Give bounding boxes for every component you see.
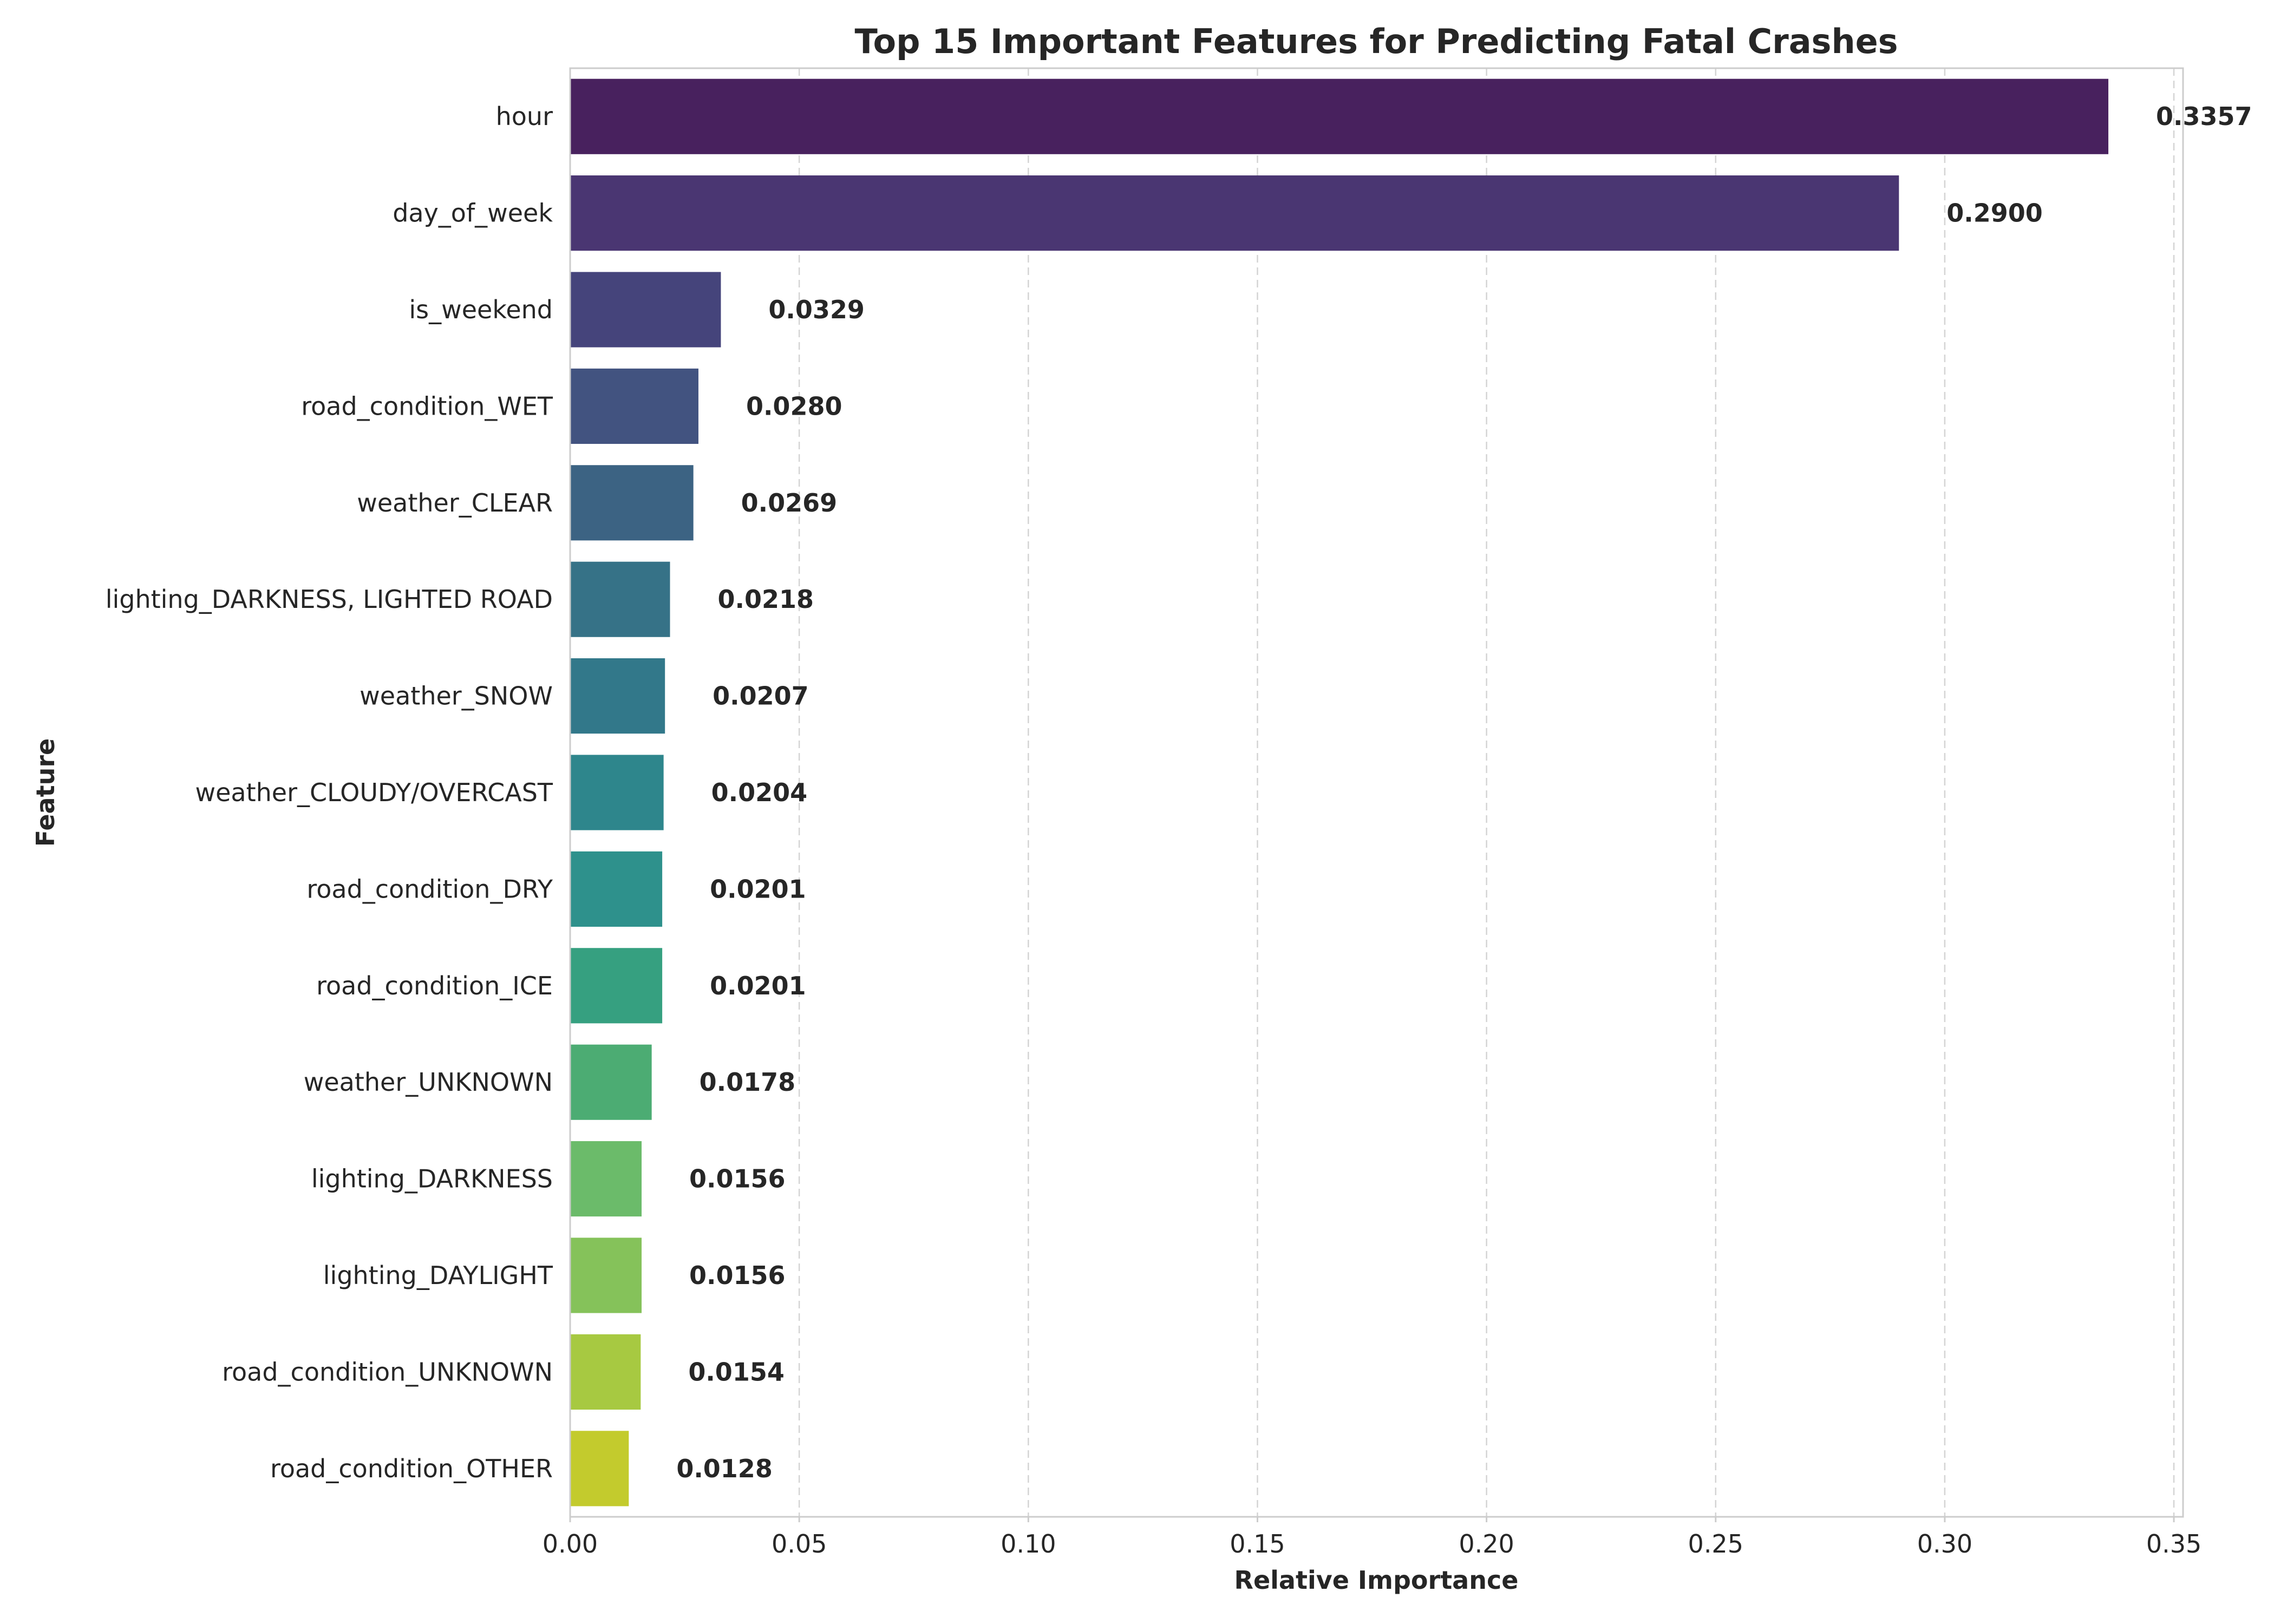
bar bbox=[570, 755, 664, 830]
bar-value-label: 0.0201 bbox=[710, 874, 806, 903]
bars bbox=[570, 78, 2109, 1507]
bar bbox=[570, 948, 663, 1024]
gridlines bbox=[569, 68, 2175, 1517]
bar-value-label: 0.0218 bbox=[717, 585, 814, 614]
bar-value-label: 0.0156 bbox=[689, 1164, 786, 1194]
x-tick-labels: 0.00 0.05 0.10 0.15 0.20 0.25 0.30 0.35 bbox=[543, 1517, 2201, 1558]
y-tick-label: weather_UNKNOWN bbox=[304, 1068, 553, 1097]
bar bbox=[570, 1044, 652, 1120]
bar bbox=[570, 175, 1899, 251]
bar-value-label: 0.2900 bbox=[1946, 199, 2043, 228]
bar bbox=[570, 1334, 641, 1410]
chart-title: Top 15 Important Features for Predicting… bbox=[854, 22, 1898, 61]
bar-value-label: 0.0204 bbox=[711, 778, 808, 807]
y-tick-label: road_condition_WET bbox=[301, 391, 553, 421]
x-tick-label: 0.05 bbox=[772, 1529, 827, 1558]
bar bbox=[570, 78, 2109, 154]
bar-value-label: 0.0269 bbox=[741, 488, 838, 518]
bar-value-label: 0.0156 bbox=[689, 1261, 786, 1290]
x-tick-label: 0.00 bbox=[543, 1529, 598, 1558]
y-axis-label: Feature bbox=[31, 738, 60, 847]
x-tick-label: 0.20 bbox=[1459, 1529, 1514, 1558]
bar bbox=[570, 368, 698, 444]
x-tick-label: 0.25 bbox=[1688, 1529, 1743, 1558]
bar-value-labels: 0.3357 0.2900 0.0329 0.0280 0.0269 0.0218 0.02… bbox=[676, 102, 2252, 1483]
bar bbox=[570, 1141, 642, 1217]
bar-value-label: 0.0128 bbox=[676, 1454, 773, 1483]
bar bbox=[570, 465, 694, 541]
y-tick-label: lighting_DAYLIGHT bbox=[323, 1261, 553, 1290]
y-tick-label: is_weekend bbox=[409, 295, 553, 324]
y-tick-label: road_condition_UNKNOWN bbox=[222, 1357, 553, 1386]
x-tick-label: 0.30 bbox=[1917, 1529, 1972, 1558]
bar-value-label: 0.0280 bbox=[746, 391, 842, 421]
y-tick-labels: hour day_of_week is_weekend road_condition_… bbox=[106, 102, 553, 1483]
bar bbox=[570, 658, 665, 734]
y-tick-label: road_condition_DRY bbox=[306, 874, 553, 903]
bar bbox=[570, 851, 663, 927]
bar-value-label: 0.0201 bbox=[710, 971, 806, 1000]
bar-value-label: 0.0154 bbox=[688, 1357, 785, 1386]
x-tick-label: 0.10 bbox=[1001, 1529, 1056, 1558]
bar-value-label: 0.0178 bbox=[700, 1068, 796, 1097]
y-tick-label: day_of_week bbox=[393, 199, 553, 228]
bar-value-label: 0.0207 bbox=[713, 682, 809, 711]
bar-value-label: 0.3357 bbox=[2156, 102, 2252, 131]
bar-value-label: 0.0329 bbox=[768, 295, 865, 324]
x-axis-label: Relative Importance bbox=[1234, 1566, 1519, 1595]
x-tick-label: 0.15 bbox=[1230, 1529, 1285, 1558]
bar bbox=[570, 272, 721, 348]
x-tick-label: 0.35 bbox=[2146, 1529, 2201, 1558]
plot-frame bbox=[569, 67, 2184, 1518]
y-tick-label: road_condition_ICE bbox=[316, 971, 553, 1000]
y-tick-label: weather_CLEAR bbox=[357, 488, 553, 518]
bar bbox=[570, 561, 670, 637]
bar bbox=[570, 1237, 642, 1313]
y-tick-label: lighting_DARKNESS bbox=[311, 1164, 553, 1194]
y-tick-label: lighting_DARKNESS, LIGHTED ROAD bbox=[106, 585, 553, 614]
bar bbox=[570, 1431, 629, 1507]
y-tick-label: hour bbox=[496, 102, 553, 131]
y-tick-label: weather_SNOW bbox=[360, 682, 553, 711]
y-tick-label: weather_CLOUDY/OVERCAST bbox=[195, 778, 553, 807]
y-tick-label: road_condition_OTHER bbox=[270, 1454, 553, 1483]
